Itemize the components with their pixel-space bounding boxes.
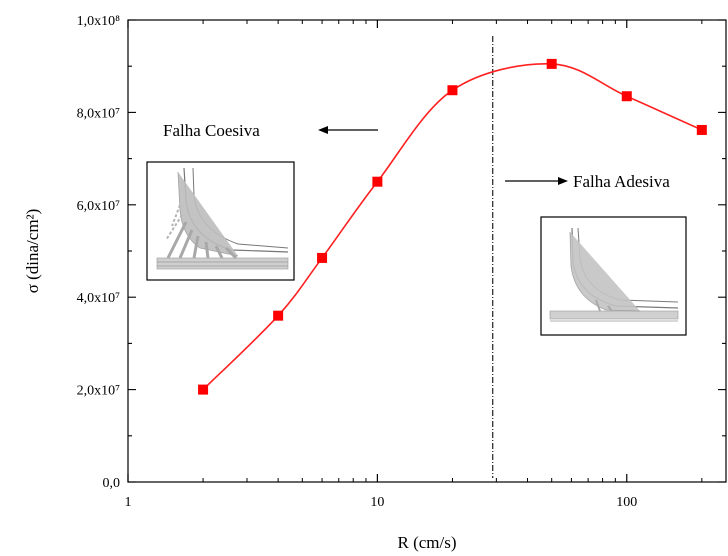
x-tick-label: 100 [616, 495, 637, 510]
y-axis-ticks: 0,0 2,0x10⁷ 4,0x10⁷ 6,0x10⁷ 8,0x10⁷ 1,0x10⁸ [77, 14, 726, 491]
data-point [273, 310, 284, 321]
data-markers [198, 58, 707, 395]
annotation-falha-adesiva: Falha Adesiva [573, 172, 670, 191]
x-axis-ticks: 1 10 100 [125, 20, 703, 510]
cohesive-failure-illustration [146, 161, 295, 281]
annotation-falha-coesiva: Falha Coesiva [163, 121, 260, 140]
y-axis-title: σ (dina/cm²) [23, 209, 42, 294]
x-tick-label: 1 [125, 495, 132, 510]
y-tick-label: 0,0 [103, 476, 121, 491]
data-point [696, 124, 707, 135]
left-arrow-icon [318, 126, 378, 134]
data-point [546, 58, 557, 69]
data-point [198, 384, 209, 395]
data-point [372, 176, 383, 187]
y-tick-label: 6,0x10⁷ [77, 199, 121, 214]
data-point [447, 85, 458, 96]
y-tick-label: 2,0x10⁷ [77, 384, 121, 399]
x-tick-label: 10 [370, 495, 384, 510]
right-arrow-icon [505, 177, 568, 185]
data-point [317, 252, 328, 263]
adhesive-failure-illustration [540, 216, 687, 336]
y-tick-label: 1,0x10⁸ [77, 14, 121, 29]
y-tick-label: 8,0x10⁷ [77, 106, 121, 121]
y-tick-label: 4,0x10⁷ [77, 291, 121, 306]
data-point [621, 91, 632, 102]
x-axis-title: R (cm/s) [397, 533, 456, 552]
